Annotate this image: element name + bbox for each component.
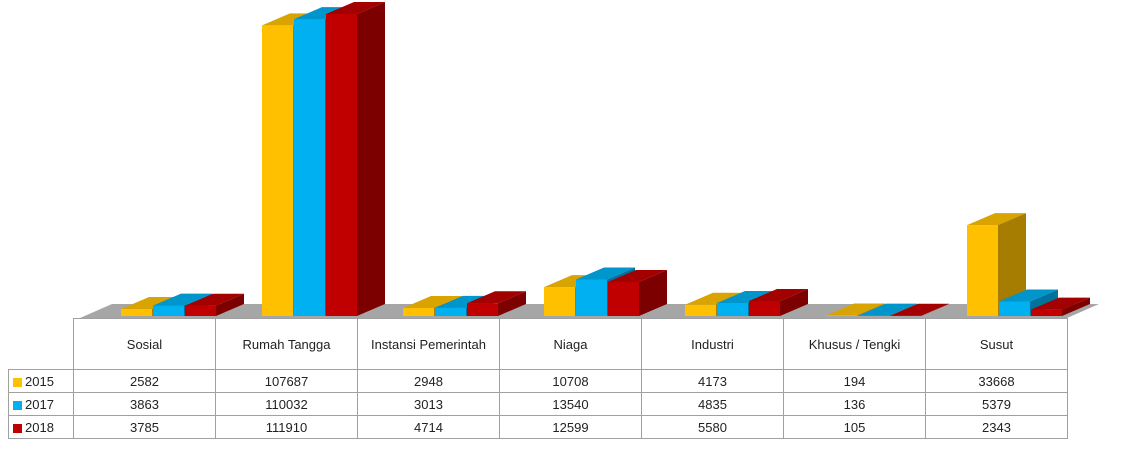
bar-top — [153, 293, 212, 306]
data-table: Sosial Rumah Tangga Instansi Pemerintah Nia… — [8, 318, 1068, 439]
category-label: Susut — [925, 318, 1068, 370]
bar — [403, 308, 434, 316]
bar-top — [890, 303, 949, 316]
category-label: Khusus / Tengki — [783, 318, 926, 370]
bar-top — [749, 288, 808, 301]
value-cell: 111910 — [215, 415, 358, 439]
bar-side — [921, 303, 949, 316]
bar-side — [857, 303, 885, 316]
value-cell: 2343 — [925, 415, 1068, 439]
value-cell: 33668 — [925, 369, 1068, 393]
legend-swatch — [13, 423, 22, 433]
value-cell: 13540 — [499, 392, 642, 416]
value-cell: 4714 — [357, 415, 500, 439]
table-row: 2017 3863 110032 3013 13540 4835 136 5379 — [8, 392, 1068, 416]
value-cell: 12599 — [499, 415, 642, 439]
bar-top — [826, 303, 885, 316]
legend-label: 2018 — [25, 419, 54, 435]
legend-swatch — [13, 400, 22, 410]
bar-top — [326, 2, 385, 14]
value-cell: 10708 — [499, 369, 642, 393]
bar — [999, 301, 1030, 316]
legend-label: 2017 — [25, 396, 54, 412]
bar-top — [999, 289, 1058, 302]
value-cell: 5379 — [925, 392, 1068, 416]
header-row: Sosial Rumah Tangga Instansi Pemerintah Nia… — [8, 318, 1068, 370]
bar — [749, 300, 780, 316]
bar-side — [639, 270, 667, 316]
chart — [80, 2, 1099, 318]
legend-label: 2015 — [25, 373, 54, 389]
corner-cell — [8, 318, 74, 370]
bar — [608, 282, 639, 316]
bar-side — [889, 303, 917, 316]
bar — [576, 279, 607, 316]
value-cell: 107687 — [215, 369, 358, 393]
value-cell: 110032 — [215, 392, 358, 416]
table-row: 2018 3785 111910 4714 12599 5580 105 2343 — [8, 415, 1068, 439]
bar-top — [576, 267, 635, 280]
table-body: 2015 2582 107687 2948 10708 4173 194 33668 2017 3… — [8, 369, 1068, 439]
bar — [121, 309, 152, 316]
bar-side — [216, 293, 244, 316]
value-cell: 194 — [783, 369, 926, 393]
bar-side — [998, 213, 1026, 316]
value-cell: 2948 — [357, 369, 500, 393]
value-cell: 105 — [783, 415, 926, 439]
bar-side — [498, 291, 526, 316]
bar — [262, 25, 293, 316]
bar-side — [780, 288, 808, 316]
bar-top — [608, 270, 667, 283]
bar — [685, 304, 716, 316]
bar — [826, 315, 857, 316]
value-cell: 4173 — [641, 369, 784, 393]
category-label: Sosial — [73, 318, 216, 370]
category-label: Instansi Pemerintah — [357, 318, 500, 370]
legend-cell: 2018 — [8, 415, 74, 439]
value-cell: 3785 — [73, 415, 216, 439]
bar — [544, 287, 575, 316]
bar-top — [717, 290, 776, 303]
bar-top — [967, 213, 1026, 226]
bar — [153, 305, 184, 316]
bar — [294, 19, 325, 317]
bar-top — [858, 303, 917, 316]
table-row: 2015 2582 107687 2948 10708 4173 194 33668 — [8, 369, 1068, 393]
legend-swatch — [13, 377, 22, 387]
value-cell: 136 — [783, 392, 926, 416]
bar — [967, 225, 998, 316]
bar-top — [403, 296, 462, 309]
category-label: Rumah Tangga — [215, 318, 358, 370]
legend-cell: 2017 — [8, 392, 74, 416]
bar-top — [685, 292, 744, 305]
bar-top — [121, 297, 180, 310]
value-cell: 3863 — [73, 392, 216, 416]
value-cell: 4835 — [641, 392, 784, 416]
bar-top — [1031, 297, 1090, 310]
category-label: Industri — [641, 318, 784, 370]
value-cell: 2582 — [73, 369, 216, 393]
bar — [717, 302, 748, 316]
legend-cell: 2015 — [8, 369, 74, 393]
bar — [435, 307, 466, 316]
bar — [1031, 309, 1062, 316]
bar — [185, 305, 216, 316]
bar-side — [1062, 297, 1090, 316]
bar — [467, 303, 498, 316]
bar — [326, 14, 357, 316]
category-label: Niaga — [499, 318, 642, 370]
bar-top — [185, 293, 244, 306]
value-cell: 5580 — [641, 415, 784, 439]
bar-top — [467, 291, 526, 304]
value-cell: 3013 — [357, 392, 500, 416]
bar-side — [357, 2, 385, 316]
